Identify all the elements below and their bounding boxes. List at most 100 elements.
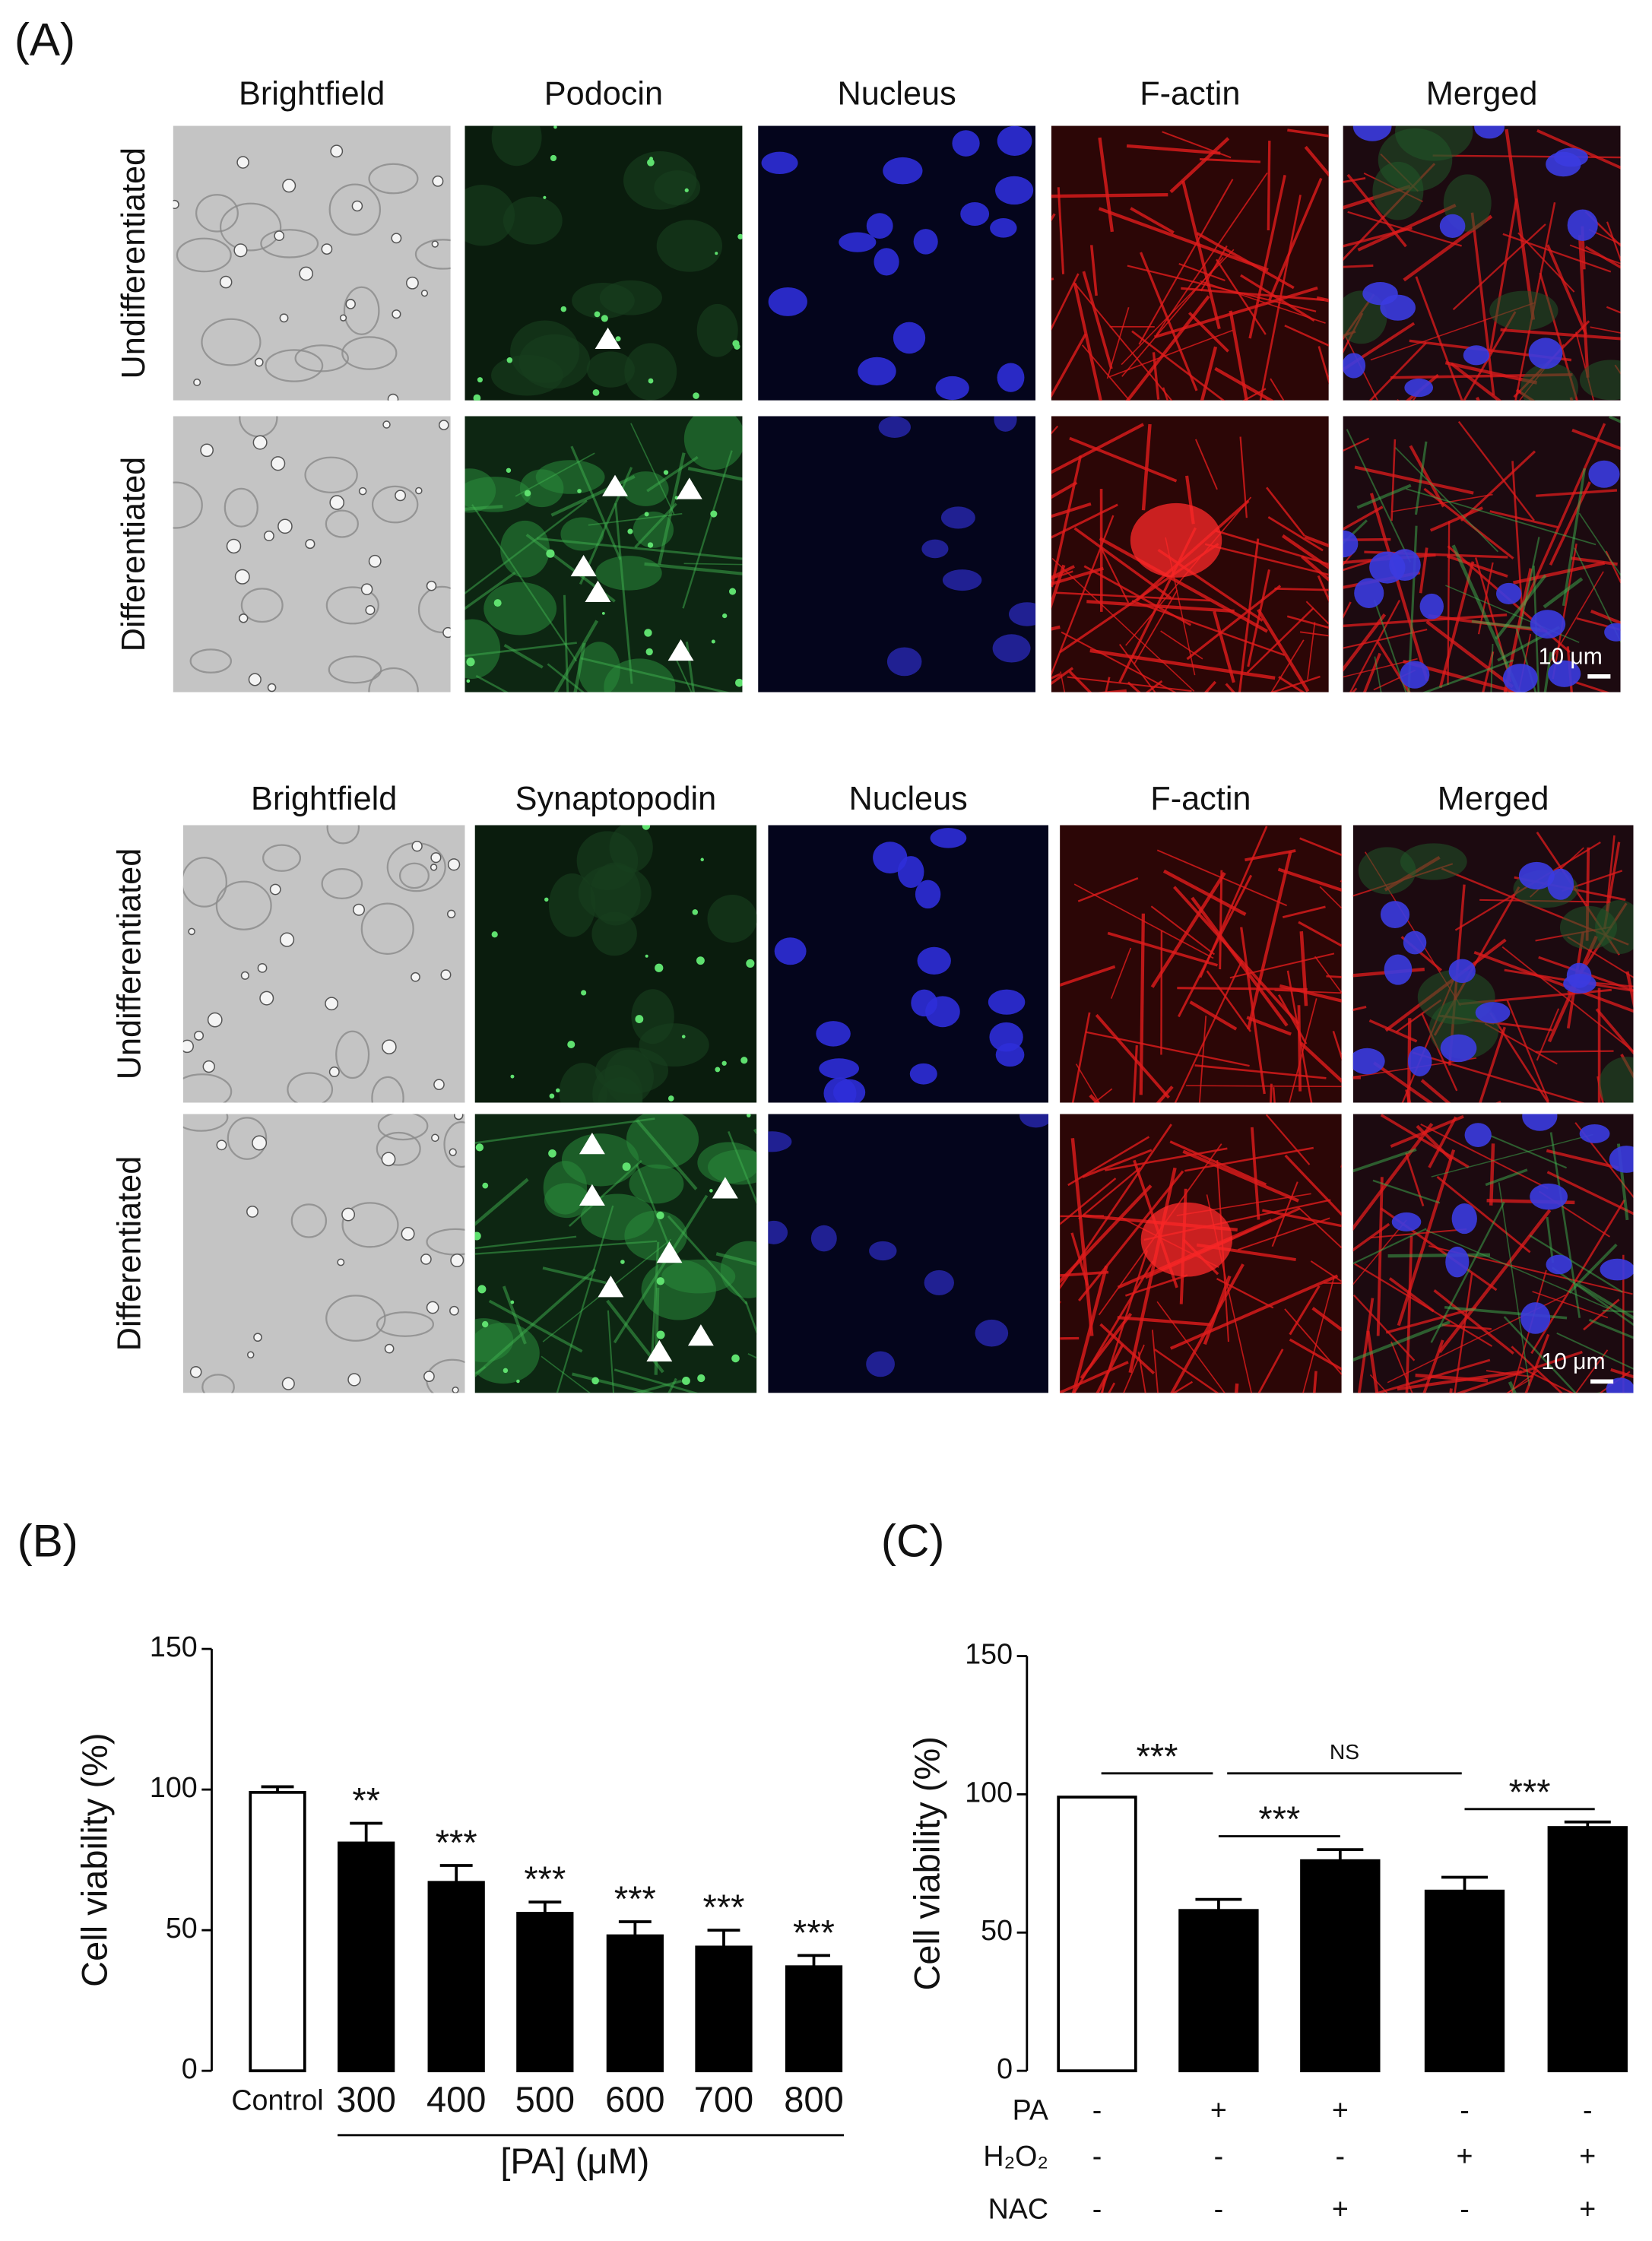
fiber [1428, 1116, 1457, 1168]
fiber [1421, 1013, 1458, 1092]
fiber [580, 657, 730, 693]
puncta [644, 512, 649, 517]
fiber [1438, 1209, 1552, 1354]
debris [330, 144, 344, 158]
debris [193, 378, 201, 387]
condition-name: NAC [988, 2192, 1048, 2224]
cell [195, 194, 239, 233]
fiber [614, 1368, 699, 1393]
puncta [655, 963, 664, 972]
puncta [503, 1368, 509, 1374]
fiber [1431, 1133, 1593, 1178]
x-tick-label: 600 [605, 2079, 664, 2119]
cell [182, 1114, 229, 1132]
debris [207, 1012, 223, 1028]
fiber [1352, 1320, 1451, 1362]
cell [325, 586, 379, 625]
fiber [1051, 455, 1083, 588]
fiber [570, 445, 622, 560]
fiber [1215, 529, 1329, 566]
puncta [506, 357, 513, 363]
condition-name: PA [1013, 2094, 1049, 2126]
puncta [656, 1330, 665, 1339]
debris [194, 1030, 205, 1041]
micrograph [768, 1114, 1049, 1393]
cell [1595, 900, 1634, 955]
fiber [1051, 273, 1080, 331]
x-tick-label: 500 [515, 2079, 575, 2119]
fiber [465, 505, 503, 511]
debris [277, 518, 293, 534]
fiber [1436, 1175, 1531, 1254]
puncta [475, 1143, 484, 1152]
fiber [465, 571, 516, 610]
actin-cluster [1130, 502, 1222, 578]
fiber [1394, 447, 1499, 553]
fiber [1060, 1215, 1104, 1218]
fiber [1169, 1140, 1267, 1186]
fiber [1127, 265, 1317, 312]
cell [376, 1131, 421, 1166]
fiber [475, 674, 509, 693]
fiber [1403, 659, 1523, 693]
fiber [1576, 617, 1621, 631]
cell [988, 989, 1026, 1015]
puncta [663, 470, 669, 475]
cell [576, 831, 639, 890]
debris [454, 1114, 464, 1120]
column-header: Merged [1438, 781, 1549, 817]
cell [595, 556, 662, 591]
fiber [1605, 835, 1616, 911]
x-tick-label: 700 [694, 2079, 753, 2119]
fiber [1546, 1149, 1619, 1170]
fiber [1567, 936, 1634, 978]
fiber [1189, 1000, 1238, 1031]
fiber [474, 1235, 577, 1250]
fiber [1125, 295, 1210, 401]
fiber [1186, 585, 1282, 661]
cell [629, 1164, 684, 1204]
cell [325, 509, 359, 538]
fiber [1121, 249, 1235, 366]
micrograph [1051, 125, 1329, 401]
cell [1372, 161, 1424, 220]
column-header: Nucleus [837, 75, 956, 112]
micrograph [474, 1114, 757, 1393]
cell [810, 1225, 837, 1252]
debris [263, 531, 274, 541]
puncta [627, 528, 633, 534]
debris [426, 1301, 439, 1314]
fiber [1352, 1219, 1407, 1285]
cell [995, 1043, 1025, 1067]
micrograph-bg [173, 416, 451, 693]
micrograph [182, 825, 465, 1103]
fiber [1277, 867, 1342, 892]
arrowhead [656, 1241, 683, 1263]
debris [430, 864, 438, 871]
fiber [1625, 971, 1634, 1009]
column-header: Nucleus [849, 781, 968, 817]
cell [816, 1021, 851, 1047]
fiber [474, 1268, 597, 1378]
cell [1600, 1258, 1634, 1281]
fiber [1304, 535, 1329, 548]
debris [329, 495, 344, 510]
fiber [1490, 643, 1494, 693]
fiber [1098, 137, 1115, 233]
puncta [684, 188, 689, 192]
debris [368, 554, 382, 568]
fiber [1577, 1283, 1634, 1320]
cell [1530, 1183, 1568, 1210]
scale-bar-label: 10 μm [1539, 644, 1603, 669]
cell [1354, 578, 1384, 609]
cell [683, 416, 743, 470]
fiber [667, 1377, 677, 1393]
cell [1400, 843, 1467, 880]
cell [417, 585, 451, 633]
fiber [1287, 128, 1329, 138]
cell [869, 1241, 897, 1261]
puncta [715, 252, 718, 255]
cell [1389, 549, 1421, 582]
cell [1520, 1302, 1551, 1334]
fiber [683, 563, 743, 566]
